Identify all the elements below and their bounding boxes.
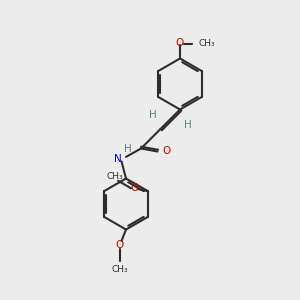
Text: CH₃: CH₃	[198, 39, 214, 48]
Text: O: O	[162, 146, 170, 157]
Text: O: O	[176, 38, 184, 49]
Text: N: N	[114, 154, 122, 164]
Text: O: O	[130, 183, 139, 193]
Text: H: H	[184, 120, 191, 130]
Text: CH₃: CH₃	[112, 266, 128, 274]
Text: H: H	[149, 110, 157, 121]
Text: H: H	[124, 145, 132, 154]
Text: O: O	[116, 239, 124, 250]
Text: CH₃: CH₃	[107, 172, 123, 181]
